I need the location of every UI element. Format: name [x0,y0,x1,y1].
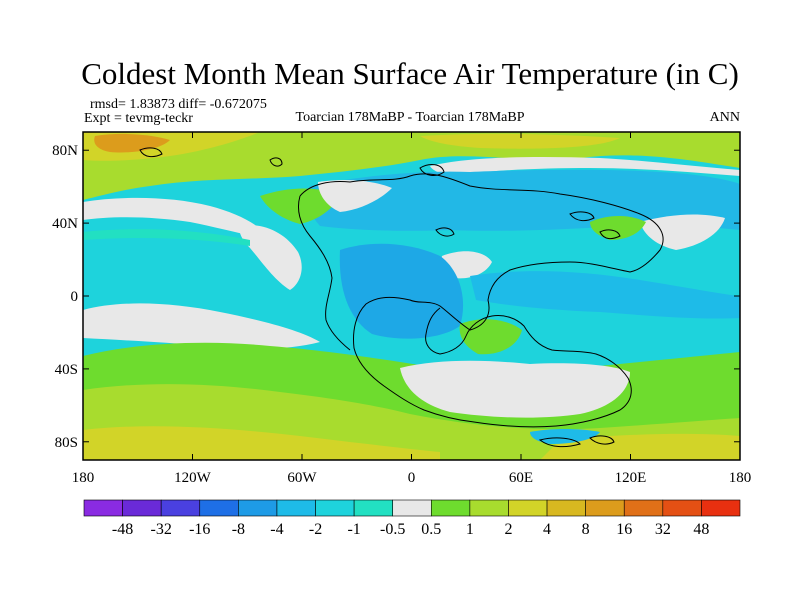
colorbar-label: -48 [112,521,133,538]
pangea-cold-core [339,243,464,339]
southern-gold-patch [83,426,440,460]
north-pacific-neutral-patch [83,197,270,240]
east-asia-green-patch [590,216,646,240]
north-atlantic-cold-band [306,169,740,231]
colorbar-swatch [469,499,509,517]
antarctic-cold-patch [530,429,600,444]
west-pangea-coast [297,195,351,351]
east-island-2 [599,229,621,240]
colorbar-label: -2 [309,521,322,538]
central-pacific-neutral-patch [83,303,320,349]
longitude-ticks: 180 120W 60W 0 60E 120E 180 [72,132,752,486]
lat-tick-label: 40N [52,216,78,232]
colorbar-swatch [315,499,355,517]
lat-tick-label: 80S [55,435,78,451]
colorbar-swatch [585,499,625,517]
colorbar-swatch [623,499,664,517]
lon-tick-label: 120W [174,470,212,486]
arctic-neutral-band [430,156,740,176]
colorbar-swatch [546,499,586,517]
south-island-2 [589,435,615,445]
north-pacific-streak [83,229,250,246]
colorbar-label: 48 [693,521,709,538]
arctic-yellow-east [420,133,620,149]
temperature-field [83,132,740,460]
colorbar-swatch [160,499,201,517]
north-america-green-patch [260,188,340,224]
colorbar-swatch [122,499,162,517]
colorbar-swatch [276,499,316,517]
lon-tick-label: 0 [408,470,416,486]
arctic-warm-band [83,132,740,200]
center-label: Toarcian 178MaBP - Toarcian 178MaBP [296,110,525,125]
latitude-ticks: 80N 40N 0 40S 80S [52,143,740,451]
colorbar-label: -16 [189,521,210,538]
north-neutral-patch [318,180,392,212]
gondwana-neutral-patch [400,360,630,418]
colorbar-label: -4 [270,521,283,538]
lat-tick-label: 0 [71,289,79,305]
colorbar-label: 32 [655,521,671,538]
right-label: ANN [710,110,740,125]
east-island-1 [569,211,595,222]
north-island-3 [419,164,445,176]
tropical-cold-band [470,271,740,319]
colorbar-swatch [662,499,702,517]
colorbar-label: 4 [543,521,551,538]
colorbar-label: 2 [504,521,512,538]
coastlines [139,147,664,448]
colorbar-swatch [430,499,471,517]
lon-tick-label: 180 [72,470,95,486]
lat-tick-label: 40S [55,362,78,378]
colorbar-swatch [392,499,432,517]
colorbar-label: -1 [347,521,360,538]
north-island-2 [139,147,163,158]
colorbar-swatch [238,499,278,517]
figure-title: Coldest Month Mean Surface Air Temperatu… [81,56,739,91]
colorbar-swatch [701,499,741,517]
colorbar-label: 1 [466,521,474,538]
lon-tick-label: 120E [615,470,647,486]
pangea-coastline [299,173,664,428]
lon-tick-label: 180 [729,470,752,486]
southern-gold-patch-east [540,433,740,460]
stats-label: rmsd= 1.83873 diff= -0.672075 [90,97,267,112]
colorbar: -48 -32 -16 -8 -4 -2 -1 -0.5 0.5 1 2 4 8 16 32 48 [83,499,741,538]
north-island-1 [269,157,283,167]
lon-tick-label: 60E [509,470,533,486]
colorbar-label: -32 [151,521,172,538]
colorbar-label: 0.5 [421,521,441,538]
colorbar-label: 16 [616,521,632,538]
colorbar-label: 8 [582,521,590,538]
expt-label: Expt = tevmg-teckr [84,111,193,126]
colorbar-swatch [83,499,123,517]
lon-tick-label: 60W [287,470,317,486]
colorbar-label: -0.5 [380,521,405,538]
south-island-1 [538,437,581,448]
tethys-island [435,227,455,237]
east-pacific-neutral-patch [640,214,725,250]
lat-tick-label: 80N [52,143,78,159]
colorbar-swatch [199,499,239,517]
colorbar-swatch [353,499,394,517]
colorbar-swatch [508,499,548,517]
west-america-neutral-patch [239,225,302,290]
colorbar-label: -8 [232,521,245,538]
